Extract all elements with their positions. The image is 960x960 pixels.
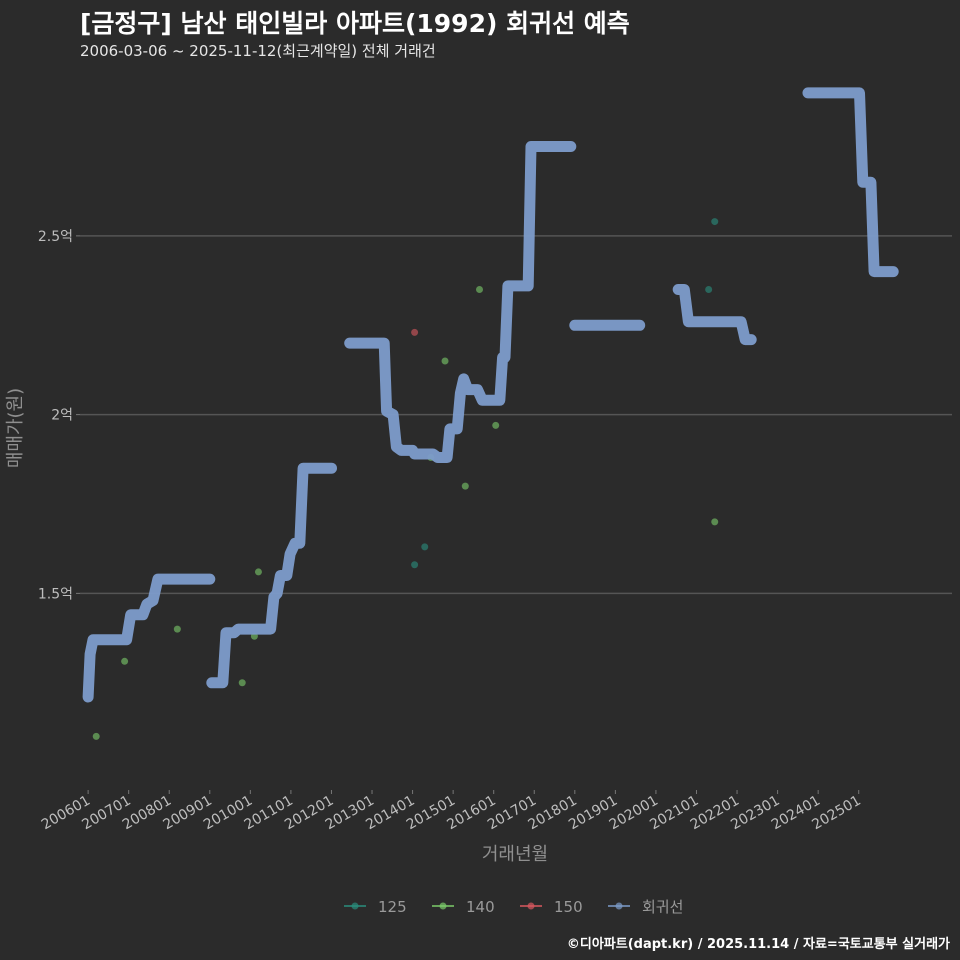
y-axis-ticks: 1.5억 2억 2.5억 <box>38 229 80 602</box>
scatter-point-125 <box>421 543 429 551</box>
legend-label: 150 <box>554 898 583 916</box>
regression-line-segment-1 <box>82 573 216 703</box>
regression-line-segment-6 <box>802 87 899 278</box>
grid-lines <box>80 235 952 595</box>
scatter-point-140 <box>475 286 483 293</box>
x-axis-ticks: 2006012007012008012009012010012011012012… <box>39 790 864 833</box>
legend-label: 회귀선 <box>642 898 683 916</box>
scatter-point-125 <box>711 218 719 226</box>
legend-key-icon <box>527 902 535 910</box>
scatter-point-140 <box>492 421 500 429</box>
legend-label: 140 <box>466 898 495 916</box>
scatter-point-140 <box>461 482 469 490</box>
chart-title: [금정구] 남산 태인빌라 아파트(1992) 회귀선 예측 <box>80 9 630 38</box>
scatter-point-140 <box>238 679 246 687</box>
regression-line-segment-2 <box>206 462 337 689</box>
scatter-point-140 <box>92 732 100 740</box>
scatter-point-140 <box>173 625 181 633</box>
legend-item-회귀선: 회귀선 <box>608 898 683 916</box>
chart-subtitle: 2006-03-06 ~ 2025-11-12(최근계약일) 전체 거래건 <box>80 42 436 60</box>
legend-item-140: 140 <box>432 898 495 916</box>
scatter-point-140 <box>254 568 262 576</box>
y-tick-label: 2억 <box>51 408 73 424</box>
legend-item-150: 150 <box>520 898 583 916</box>
legend-key-icon <box>351 902 359 910</box>
scatter-point-140 <box>121 657 129 665</box>
footer-credit: ©디아파트(dapt.kr) / 2025.11.14 / 자료=국토교통부 실… <box>566 937 950 952</box>
y-tick-label: 2.5억 <box>38 229 73 245</box>
legend-label: 125 <box>378 898 407 916</box>
legend-key-icon <box>439 902 447 910</box>
scatter-point-140 <box>711 518 719 526</box>
scatter-point-150 <box>411 328 419 336</box>
y-axis-title: 매매가(원) <box>5 388 26 468</box>
scatter-point-140 <box>441 357 449 365</box>
x-axis-title: 거래년월 <box>482 844 548 865</box>
legend: 125 140 150 회귀선 <box>344 898 683 916</box>
y-tick-label: 1.5억 <box>38 586 73 602</box>
scatter-point-125 <box>411 561 419 569</box>
scatter-points <box>92 218 719 740</box>
scatter-point-125 <box>705 286 713 293</box>
regression-line-segment-5 <box>672 284 757 346</box>
legend-item-125: 125 <box>344 898 407 916</box>
regression-lines <box>82 87 899 703</box>
regression-line-segment-3 <box>344 141 577 463</box>
legend-key-icon <box>615 902 623 910</box>
